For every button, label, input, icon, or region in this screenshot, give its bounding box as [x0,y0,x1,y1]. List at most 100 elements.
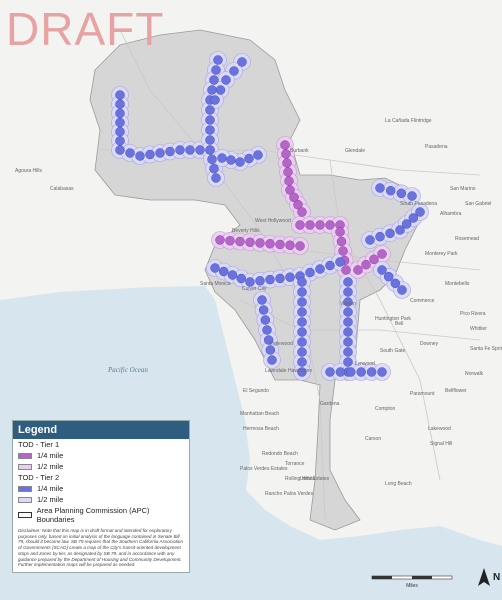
quarter-mile-buffer [215,85,226,95]
place-label: San Marino [450,186,476,192]
quarter-mile-buffer [283,167,293,177]
quarter-mile-buffer [335,367,346,377]
place-label: Pico Rivera [460,311,486,317]
legend-label: 1/2 mile [37,462,64,471]
quarter-mile-buffer [195,145,205,155]
place-label: Redondo Beach [262,451,298,457]
quarter-mile-buffer [115,145,125,155]
quarter-mile-buffer [369,254,379,265]
quarter-mile-buffer [205,135,215,145]
place-label: Gardena [320,401,340,407]
quarter-mile-buffer [260,315,271,325]
swatch [18,452,32,459]
quarter-mile-buffer [353,265,363,275]
place-label: Burbank [290,148,309,154]
place-labels: Burbank Glendale Pasadena La Cañada Flintri… [15,118,502,497]
quarter-mile-buffer [284,176,294,186]
quarter-mile-buffer [297,207,307,217]
quarter-mile-buffer [226,155,236,165]
legend-label: Area Planning Commission (APC) Boundarie… [36,506,150,524]
quarter-mile-buffer [365,235,375,245]
place-label: Beverly Hills [232,228,260,234]
quarter-mile-buffer [383,271,394,282]
quarter-mile-buffer [255,276,265,286]
legend: Legend TOD - Tier 1 1/4 mile 1/2 mile TO… [12,420,190,574]
legend-label: 1/2 mile [37,495,64,504]
quarter-mile-buffer [135,151,145,161]
place-label: West Hollywood [255,218,291,224]
quarter-mile-buffer [297,327,307,337]
north-arrow: N [478,568,500,586]
quarter-mile-buffer [211,173,221,183]
place-label: Alhambra [440,211,462,217]
quarter-mile-buffer [385,228,395,239]
quarter-mile-buffer [385,185,396,196]
legend-label: TOD - Tier 2 [18,473,60,482]
quarter-mile-buffer [262,325,272,335]
quarter-mile-buffer [305,220,315,230]
place-label: Agoura Hills [15,168,42,174]
quarter-mile-buffer [282,158,292,168]
quarter-mile-buffer [115,126,125,137]
place-label: Pasadena [425,144,448,150]
quarter-mile-buffer [297,367,307,377]
place-label: Bell [395,321,403,327]
quarter-mile-buffer [336,236,347,247]
legend-item: 1/2 mile [13,494,189,505]
quarter-mile-buffer [285,185,295,195]
quarter-mile-buffer [209,75,219,85]
quarter-mile-buffer [295,241,305,251]
place-label: Inglewood [270,341,293,347]
quarter-mile-buffer [225,236,235,246]
quarter-mile-buffer [205,125,215,135]
quarter-mile-buffer [343,277,353,287]
quarter-mile-buffer [265,345,276,355]
legend-label: 1/4 mile [37,451,64,460]
station-buffers [111,51,429,381]
legend-item: 1/4 mile [13,450,189,461]
place-label: Santa Monica [200,281,231,287]
quarter-mile-buffer [297,287,307,297]
quarter-mile-buffer [343,357,353,367]
place-label: Long Beach [385,481,412,487]
quarter-mile-buffer [297,277,307,287]
quarter-mile-buffer [407,191,417,201]
quarter-mile-buffer [335,227,345,237]
quarter-mile-buffer [346,367,356,377]
swatch [18,512,32,518]
place-label: Lawndale [265,368,287,374]
legend-group: TOD - Tier 1 [13,439,189,450]
quarter-mile-buffer [227,270,238,280]
quarter-mile-buffer [297,347,307,357]
quarter-mile-buffer [235,157,245,167]
quarter-mile-buffer [267,355,277,365]
quarter-mile-buffer [115,99,125,109]
quarter-mile-buffer [325,220,335,230]
quarter-mile-buffer [375,183,385,193]
place-label: Rancho Palos Verdes [265,491,314,497]
quarter-mile-buffer [210,263,220,273]
swatch [18,463,32,470]
place-label: Culver City [242,286,267,292]
quarter-mile-buffer [395,225,405,235]
quarter-mile-buffer [217,153,227,163]
quarter-mile-buffer [377,367,387,377]
place-label: Montebello [445,281,470,287]
place-label: Monterey Park [425,251,458,257]
quarter-mile-buffer [343,307,353,317]
quarter-mile-buffer [401,219,412,229]
quarter-mile-buffer [285,240,295,250]
quarter-mile-buffer [115,117,125,128]
place-label: Whittier [470,326,487,332]
place-label: Huntington Park [375,316,411,322]
quarter-mile-buffer [275,273,285,284]
place-label: Rosemead [455,236,479,242]
place-label: Bellflower [445,388,467,394]
quarter-mile-buffer [377,249,387,259]
quarter-mile-buffer [125,148,135,158]
quarter-mile-buffer [115,136,125,146]
quarter-mile-buffer [315,264,325,274]
quarter-mile-buffer [245,277,255,287]
quarter-mile-buffer [293,199,303,210]
quarter-mile-buffer [390,278,401,289]
